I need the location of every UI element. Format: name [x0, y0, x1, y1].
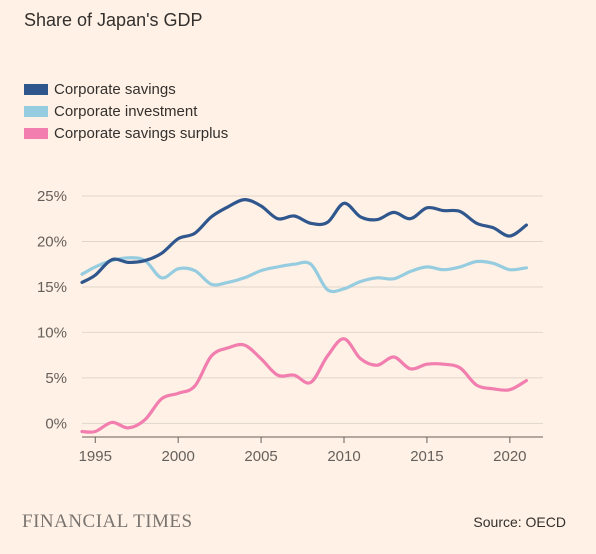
- y-tick-label: 20%: [37, 233, 67, 250]
- legend-item-corporate-investment: Corporate investment: [24, 100, 228, 122]
- legend-swatch-corporate-investment: [24, 105, 48, 117]
- gridlines: [82, 195, 543, 424]
- source-note: Source: OECD: [473, 514, 566, 530]
- x-tick-label: 1995: [79, 448, 112, 465]
- axes: 0% 5% 10% 15% 20% 25% 1995 2000 2005 2010 2015 2020: [37, 188, 543, 465]
- x-tick-label: 2020: [493, 448, 526, 465]
- series-line-corporate-savings: [80, 197, 528, 284]
- chart-title: Share of Japan's GDP: [24, 10, 203, 30]
- y-tick-label: 0%: [45, 415, 67, 432]
- x-tick-label: 2000: [161, 448, 194, 465]
- series-lines: [80, 197, 528, 434]
- x-tick-label: 2005: [244, 448, 277, 465]
- legend-item-corporate-savings: Corporate savings: [24, 78, 228, 100]
- ft-logo: FINANCIAL TIMES: [22, 511, 193, 532]
- x-tick-label: 2015: [410, 448, 443, 465]
- y-tick-label: 15%: [37, 279, 67, 296]
- series-line-corporate-savings-surplus: [80, 337, 528, 434]
- y-tick-label: 5%: [45, 370, 67, 387]
- series-line-corporate-investment: [80, 256, 528, 294]
- legend-item-corporate-savings-surplus: Corporate savings surplus: [24, 122, 228, 144]
- legend-swatch-corporate-savings-surplus: [24, 127, 48, 139]
- y-tick-label: 25%: [37, 188, 67, 205]
- legend-swatch-corporate-savings: [24, 83, 48, 95]
- legend-label-corporate-savings-surplus: Corporate savings surplus: [54, 124, 229, 142]
- legend-label-corporate-investment: Corporate investment: [54, 102, 198, 120]
- legend-label-corporate-savings: Corporate savings: [54, 80, 176, 98]
- y-tick-label: 10%: [37, 324, 67, 341]
- x-tick-label: 2010: [327, 448, 360, 465]
- legend: Corporate savings Corporate investment C…: [24, 78, 228, 144]
